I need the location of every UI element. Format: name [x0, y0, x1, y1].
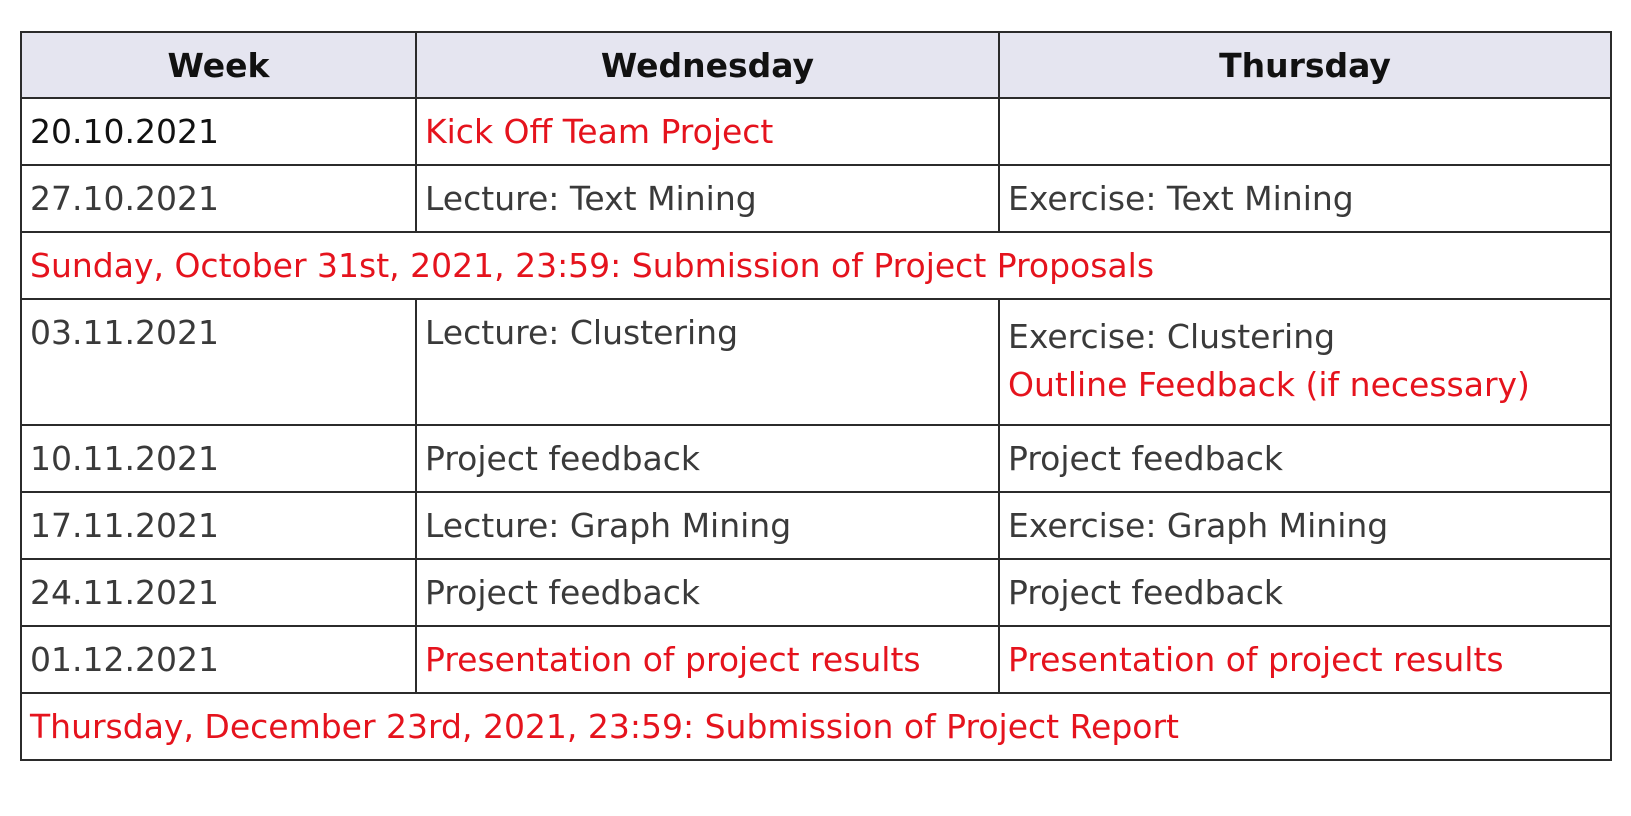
thursday-cell: Exercise: Clustering Outline Feedback (i… — [998, 298, 1612, 426]
wednesday-cell: Kick Off Team Project — [415, 97, 1000, 166]
thursday-cell: Exercise: Graph Mining — [998, 491, 1612, 560]
wednesday-cell: Lecture: Graph Mining — [415, 491, 1000, 560]
wednesday-cell: Lecture: Text Mining — [415, 164, 1000, 233]
column-header-wednesday: Wednesday — [415, 31, 1000, 99]
thursday-cell-note: Outline Feedback (if necessary) — [1008, 365, 1530, 404]
week-cell: 27.10.2021 — [20, 164, 417, 233]
schedule-table: Week Wednesday Thursday 20.10.2021 Kick … — [20, 31, 1612, 761]
column-header-week: Week — [20, 31, 417, 99]
thursday-cell — [998, 97, 1612, 166]
table-row: 10.11.2021 Project feedback Project feed… — [20, 424, 1612, 493]
table-row: 17.11.2021 Lecture: Graph Mining Exercis… — [20, 491, 1612, 560]
deadline-row: Thursday, December 23rd, 2021, 23:59: Su… — [20, 692, 1612, 761]
table-row: 24.11.2021 Project feedback Project feed… — [20, 558, 1612, 627]
thursday-cell: Presentation of project results — [998, 625, 1612, 694]
thursday-cell: Project feedback — [998, 558, 1612, 627]
column-header-thursday: Thursday — [998, 31, 1612, 99]
deadline-banner: Thursday, December 23rd, 2021, 23:59: Su… — [20, 692, 1612, 761]
week-cell: 10.11.2021 — [20, 424, 417, 493]
thursday-cell-text: Exercise: Clustering — [1008, 317, 1336, 356]
deadline-row: Sunday, October 31st, 2021, 23:59: Submi… — [20, 231, 1612, 300]
header-row: Week Wednesday Thursday — [20, 31, 1612, 99]
week-cell: 20.10.2021 — [20, 97, 417, 166]
week-cell: 17.11.2021 — [20, 491, 417, 560]
table-row: 01.12.2021 Presentation of project resul… — [20, 625, 1612, 694]
table-row: 20.10.2021 Kick Off Team Project — [20, 97, 1612, 166]
table-row: 03.11.2021 Lecture: Clustering Exercise:… — [20, 298, 1612, 426]
wednesday-cell: Lecture: Clustering — [415, 298, 1000, 426]
wednesday-cell: Project feedback — [415, 558, 1000, 627]
table-row: 27.10.2021 Lecture: Text Mining Exercise… — [20, 164, 1612, 233]
week-cell: 03.11.2021 — [20, 298, 417, 426]
week-cell: 01.12.2021 — [20, 625, 417, 694]
week-cell: 24.11.2021 — [20, 558, 417, 627]
deadline-banner: Sunday, October 31st, 2021, 23:59: Submi… — [20, 231, 1612, 300]
thursday-cell: Exercise: Text Mining — [998, 164, 1612, 233]
wednesday-cell: Presentation of project results — [415, 625, 1000, 694]
thursday-cell: Project feedback — [998, 424, 1612, 493]
wednesday-cell: Project feedback — [415, 424, 1000, 493]
